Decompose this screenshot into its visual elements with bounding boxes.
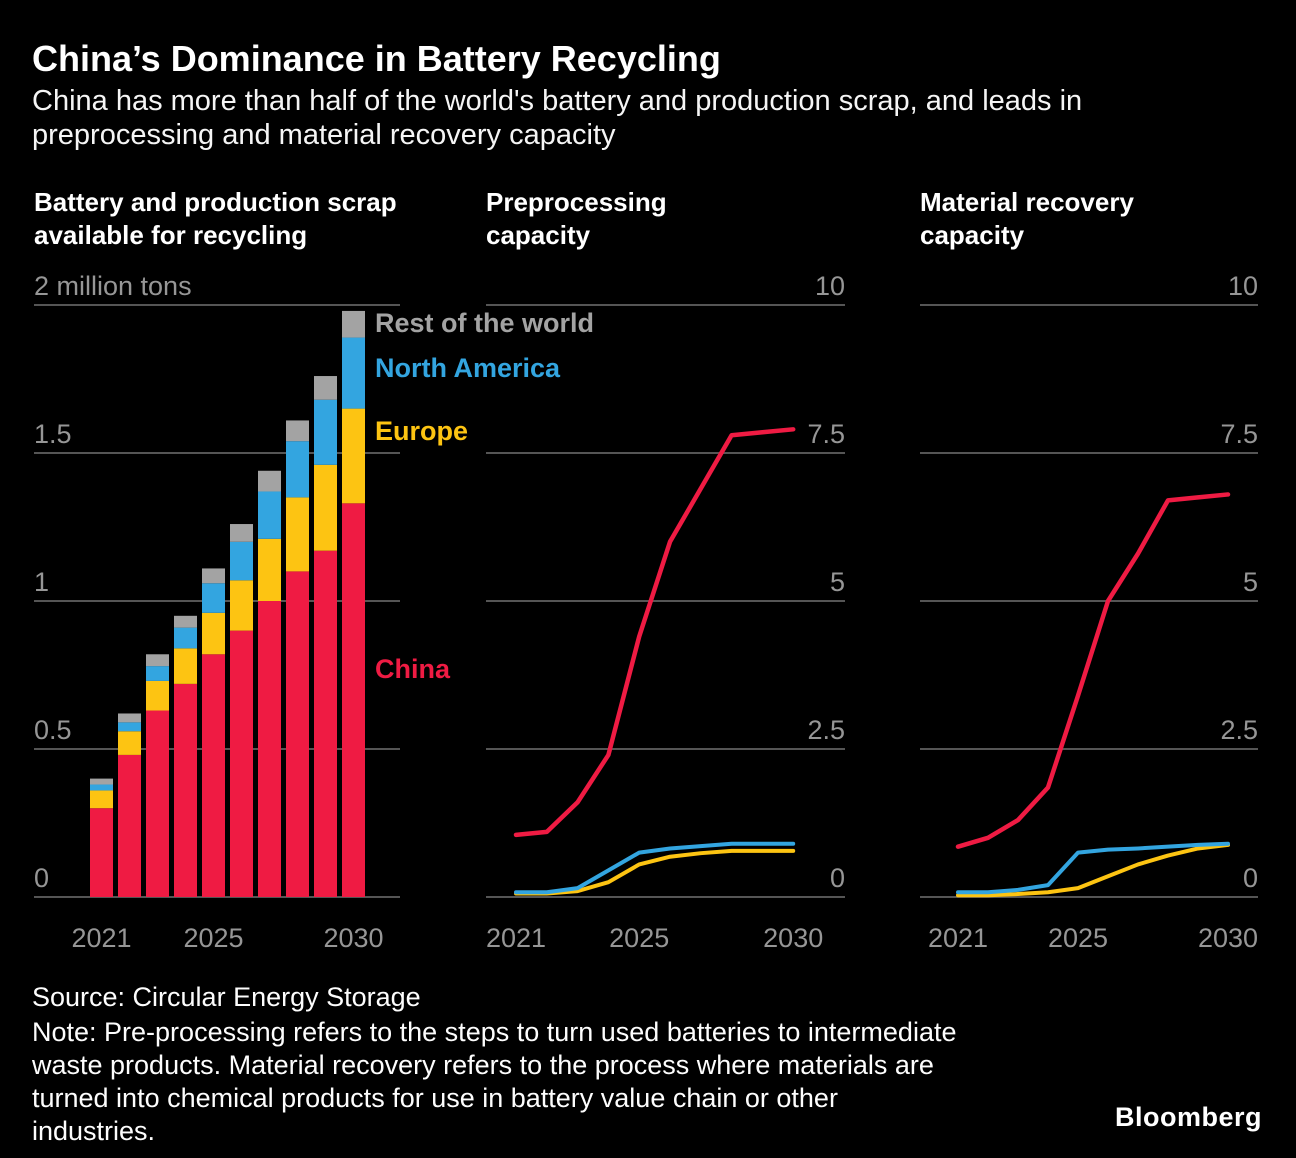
- x-tick-label: 2025: [1048, 923, 1108, 953]
- bar-segment-europe-2021: [90, 790, 113, 809]
- y-tick-label: 10: [815, 271, 845, 301]
- series-label-china: China: [375, 654, 451, 684]
- line-china: [513, 427, 796, 838]
- series-label-north-america: North America: [375, 353, 561, 383]
- page-title: China’s Dominance in Battery Recycling: [32, 38, 721, 79]
- y-tick-label: 5: [1243, 567, 1258, 597]
- line-europe: [956, 842, 1230, 898]
- bar-segment-north_america-2023: [146, 666, 169, 681]
- y-tick-label: 5: [830, 567, 845, 597]
- x-tick-label: 2030: [1198, 923, 1258, 953]
- bar-segment-rest_of_world-2030: [342, 310, 365, 338]
- bar-segment-china-2024: [174, 683, 197, 897]
- bar-segment-north_america-2026: [230, 541, 253, 581]
- x-tick-label: 2030: [763, 923, 823, 953]
- bar-segment-china-2029: [314, 550, 337, 897]
- y-tick-label: 0: [34, 863, 49, 893]
- bar-segment-europe-2029: [314, 464, 337, 551]
- y-tick-label: 0: [830, 863, 845, 893]
- x-tick-label: 2025: [609, 923, 669, 953]
- y-tick-label: 2 million tons: [34, 271, 192, 301]
- line-china: [955, 492, 1231, 849]
- x-tick-label: 2021: [486, 923, 546, 953]
- bar-segment-china-2025: [202, 654, 225, 897]
- bar-segment-china-2023: [146, 710, 169, 897]
- bar-segment-europe-2028: [286, 497, 309, 572]
- y-tick-label: 0.5: [34, 715, 72, 745]
- bar-segment-north_america-2025: [202, 583, 225, 613]
- panel-title-preprocessing: Preprocessing capacity: [486, 187, 667, 250]
- bar-segment-north_america-2021: [90, 784, 113, 791]
- bar-segment-rest_of_world-2025: [202, 568, 225, 584]
- bar-segment-china-2030: [342, 503, 365, 897]
- bar-segment-europe-2025: [202, 612, 225, 655]
- bar-segment-rest_of_world-2027: [258, 470, 281, 492]
- bar-segment-europe-2026: [230, 580, 253, 631]
- line-north_america: [956, 841, 1230, 895]
- y-tick-label: 1.5: [34, 419, 72, 449]
- series-label-rest-of-world: Rest of the world: [375, 308, 595, 338]
- bar-segment-rest_of_world-2026: [230, 524, 253, 542]
- line-north_america: [514, 841, 796, 895]
- bar-segment-europe-2030: [342, 408, 365, 504]
- series-label-europe: Europe: [375, 416, 469, 446]
- bar-segment-north_america-2024: [174, 627, 197, 649]
- y-tick-label: 7.5: [807, 419, 845, 449]
- page-subtitle: China has more than half of the world's …: [32, 85, 1083, 151]
- bar-segment-europe-2027: [258, 538, 281, 601]
- bar-segment-north_america-2027: [258, 491, 281, 539]
- y-tick-label: 0: [1243, 863, 1258, 893]
- bar-segment-rest_of_world-2024: [174, 615, 197, 628]
- source-text: Source: Circular Energy Storage: [32, 982, 421, 1012]
- note-text: Note: Pre-processing refers to the steps…: [32, 1017, 957, 1146]
- line-europe: [514, 848, 796, 896]
- bar-segment-europe-2023: [146, 680, 169, 711]
- x-tick-label: 2021: [71, 923, 131, 953]
- bar-segment-rest_of_world-2028: [286, 420, 309, 442]
- bar-segment-north_america-2022: [118, 722, 141, 732]
- panel-title-scrap: Battery and production scrap available f…: [34, 187, 397, 250]
- bar-segment-rest_of_world-2022: [118, 713, 141, 723]
- bloomberg-logo: Bloomberg: [1114, 1102, 1262, 1132]
- bar-segment-china-2021: [90, 808, 113, 897]
- bar-segment-north_america-2029: [314, 399, 337, 465]
- bar-segment-europe-2022: [118, 731, 141, 755]
- y-tick-label: 2.5: [1220, 715, 1258, 745]
- bar-segment-rest_of_world-2023: [146, 654, 169, 667]
- bar-segment-china-2026: [230, 630, 253, 897]
- bar-segment-china-2027: [258, 601, 281, 897]
- bar-segment-china-2022: [118, 754, 141, 897]
- panel-title-material-recovery: Material recovery capacity: [920, 187, 1134, 250]
- x-tick-label: 2025: [183, 923, 243, 953]
- x-tick-label: 2021: [928, 923, 988, 953]
- bar-segment-europe-2024: [174, 648, 197, 684]
- bar-segment-rest_of_world-2029: [314, 376, 337, 400]
- bar-segment-north_america-2028: [286, 441, 309, 498]
- y-tick-label: 2.5: [807, 715, 845, 745]
- bar-segment-china-2028: [286, 571, 309, 897]
- y-tick-label: 10: [1228, 271, 1258, 301]
- y-tick-label: 7.5: [1220, 419, 1258, 449]
- x-tick-label: 2030: [323, 923, 383, 953]
- bar-segment-rest_of_world-2021: [90, 778, 113, 785]
- bar-segment-north_america-2030: [342, 337, 365, 409]
- y-tick-label: 1: [34, 567, 49, 597]
